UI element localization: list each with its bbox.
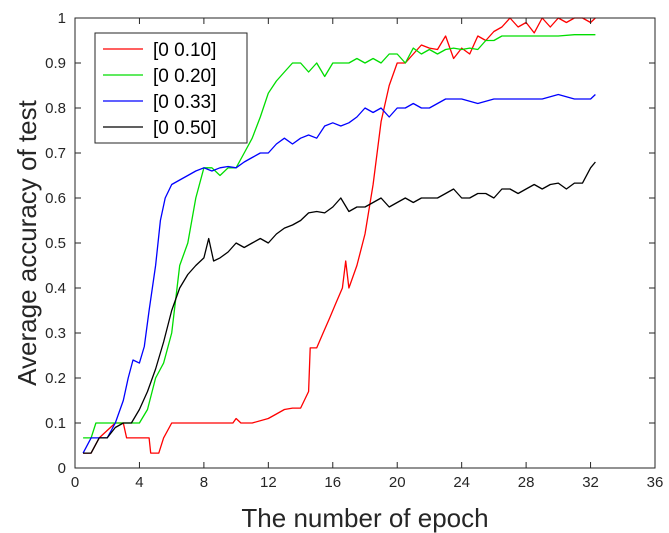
x-tick-label: 32	[582, 474, 599, 491]
series-line-2	[83, 34, 596, 439]
series-lines	[82, 17, 596, 454]
axes: 0 4 8 12 16 20 24 28 32 36 0 0.1 0.2 0.3 0.4 0.5 0.6 0.7 0…	[45, 10, 663, 491]
series-line-4	[83, 161, 596, 454]
x-tick-label: 4	[135, 474, 143, 491]
legend-label-1: [0 0.10]	[153, 40, 216, 61]
y-tick-label: 0.6	[45, 190, 66, 207]
y-tick-label: 1	[58, 10, 66, 27]
y-tick-label: 0.1	[45, 415, 66, 432]
x-tick-label: 24	[453, 474, 470, 491]
x-tick-label: 20	[389, 474, 406, 491]
y-tick-label: 0.5	[45, 235, 66, 252]
legend: [0 0.10] [0 0.20] [0 0.33] [0 0.50]	[94, 32, 248, 144]
x-tick-label: 12	[260, 474, 277, 491]
x-tick-label: 28	[518, 474, 535, 491]
y-axis-title: Average accuracy of test	[12, 99, 42, 385]
series-line-1	[83, 17, 596, 454]
x-tick-label: 0	[71, 474, 79, 491]
y-tick-label: 0.8	[45, 100, 66, 117]
legend-box	[94, 32, 248, 144]
y-tick-label: 0.9	[45, 55, 66, 72]
x-tick-label: 8	[200, 474, 208, 491]
legend-label-4: [0 0.50]	[153, 118, 216, 139]
x-tick-label: 36	[647, 474, 664, 491]
y-tick-label: 0.4	[45, 280, 66, 297]
y-tick-label: 0.3	[45, 325, 66, 342]
legend-label-2: [0 0.20]	[153, 66, 216, 87]
x-axis-title: The number of epoch	[241, 503, 488, 533]
y-tick-label: 0	[58, 460, 66, 477]
series-line-3	[82, 93, 596, 454]
y-tick-label: 0.2	[45, 370, 66, 387]
legend-label-3: [0 0.33]	[153, 92, 216, 113]
y-tick-label: 0.7	[45, 145, 66, 162]
x-tick-label: 16	[324, 474, 341, 491]
